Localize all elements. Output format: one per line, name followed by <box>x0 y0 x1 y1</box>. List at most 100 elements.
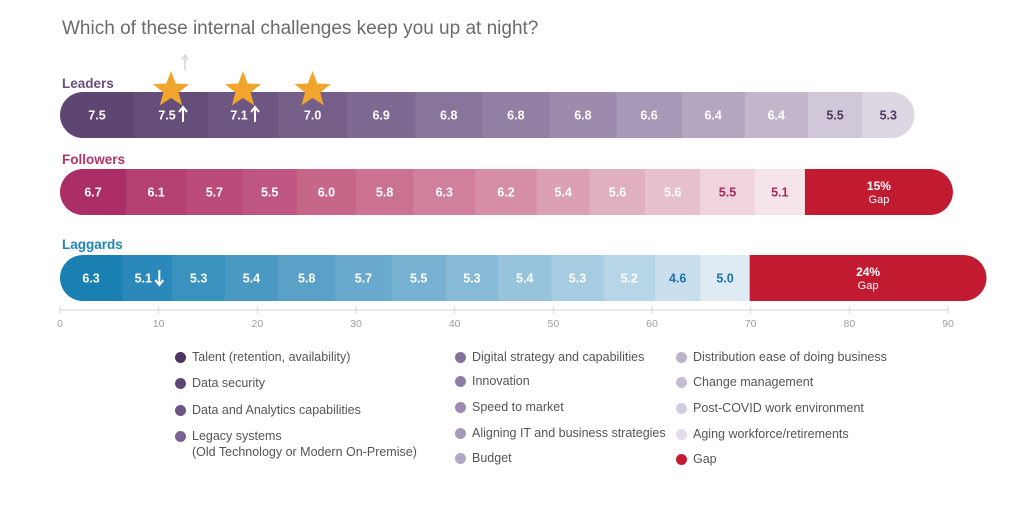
value-label-leaders-distribution-ease-of-doing-business: 6.4 <box>704 109 721 123</box>
value-label-leaders-innovation: 6.8 <box>440 109 457 123</box>
value-label-leaders-talent-retention-availability: 7.5 <box>88 109 105 123</box>
bar-segment-leaders-speed-to-market <box>482 92 550 138</box>
gap-sublabel-laggards: Gap <box>858 280 879 292</box>
value-label-leaders-aligning-it-and-business-strategies: 6.8 <box>574 109 591 123</box>
bar-segment-leaders-aging-workforce-retirements <box>862 92 915 138</box>
bar-segment-laggards-change-management <box>603 255 656 301</box>
bar-segment-followers-talent-retention-availability <box>60 169 127 215</box>
x-tick-label: 60 <box>646 318 658 330</box>
star-icon-3 <box>294 71 331 106</box>
bar-segment-laggards-distribution-ease-of-doing-business <box>551 255 605 301</box>
value-label-followers-talent-retention-availability: 6.7 <box>84 186 101 200</box>
arrow-up-icon-leaders <box>178 105 188 122</box>
bar-segment-laggards-innovation <box>335 255 393 301</box>
value-label-laggards-gap: 24% <box>856 265 880 279</box>
series-followers: Followers 6.7 6.1 5.7 5.5 6.0 5.8 6.3 6.2 5.4 5.6 5… <box>60 152 953 215</box>
series-label-followers: Followers <box>62 152 125 167</box>
chart-title: Which of these internal challenges keep … <box>62 18 539 39</box>
bar-segment-followers-gap <box>804 169 953 215</box>
gap-sublabel-followers: Gap <box>869 194 890 206</box>
bar-segment-followers-data-security <box>126 169 187 215</box>
series-laggards: Laggards 6.3 5.1 5.3 5.4 5.8 5.7 5.5 5.3 5.4 5.3 5.… <box>60 237 987 301</box>
bar-segment-leaders-post-covid-work-environment <box>807 92 863 138</box>
value-label-followers-aging-workforce-retirements: 5.1 <box>771 186 788 200</box>
star-icon-1 <box>152 71 190 106</box>
value-label-laggards-data-and-analytics-capabilities: 5.3 <box>190 272 207 286</box>
x-tick-label: 50 <box>547 318 559 330</box>
bar-segment-followers-digital-strategy-and-capabilities <box>296 169 357 215</box>
bar-segment-laggards-legacy-systems <box>224 255 279 301</box>
value-label-laggards-legacy-systems: 5.4 <box>243 272 260 286</box>
bar-segment-followers-legacy-systems <box>242 169 298 215</box>
value-label-followers-data-and-analytics-capabilities: 5.7 <box>206 186 223 200</box>
value-label-followers-speed-to-market: 6.3 <box>436 186 453 200</box>
bar-segment-laggards-digital-strategy-and-capabilities <box>278 255 336 301</box>
x-tick-label: 90 <box>942 318 954 330</box>
bar-segment-followers-aligning-it-and-business-strategies <box>475 169 538 215</box>
value-label-laggards-digital-strategy-and-capabilities: 5.8 <box>298 272 315 286</box>
value-label-followers-legacy-systems: 5.5 <box>261 186 278 200</box>
value-label-laggards-aligning-it-and-business-strategies: 5.3 <box>463 272 480 286</box>
value-label-followers-post-covid-work-environment: 5.5 <box>719 186 736 200</box>
bar-segment-laggards-budget <box>498 255 552 301</box>
value-label-leaders-speed-to-market: 6.8 <box>507 109 524 123</box>
bar-segment-leaders-data-security <box>134 92 209 138</box>
bar-segment-followers-innovation <box>356 169 414 215</box>
x-tick-label: 80 <box>843 318 855 330</box>
bar-segment-followers-change-management <box>645 169 701 215</box>
bar-segment-leaders-distribution-ease-of-doing-business <box>681 92 746 138</box>
value-label-leaders-digital-strategy-and-capabilities: 6.9 <box>372 109 389 123</box>
value-label-laggards-budget: 5.4 <box>516 272 533 286</box>
bar-segment-laggards-gap <box>749 255 987 301</box>
bar-segment-laggards-speed-to-market <box>391 255 447 301</box>
bar-segment-leaders-digital-strategy-and-capabilities <box>347 92 416 138</box>
value-label-followers-budget: 5.4 <box>555 186 572 200</box>
series-label-laggards: Laggards <box>62 237 123 252</box>
star-icon-2 <box>225 71 262 106</box>
value-label-followers-distribution-ease-of-doing-business: 5.6 <box>609 186 626 200</box>
bar-segment-leaders-innovation <box>415 92 483 138</box>
faint-arrow-up-icon <box>181 53 189 70</box>
bar-segment-leaders-legacy-systems <box>278 92 348 138</box>
bar-segment-laggards-aging-workforce-retirements <box>700 255 751 301</box>
bar-segment-leaders-talent-retention-availability <box>60 92 135 138</box>
bar-segment-leaders-aligning-it-and-business-strategies <box>549 92 618 138</box>
value-label-followers-data-security: 6.1 <box>148 186 165 200</box>
bar-segment-leaders-budget <box>616 92 683 138</box>
x-axis: 0 10 20 30 40 50 60 70 80 90 <box>57 306 954 330</box>
value-label-followers-digital-strategy-and-capabilities: 6.0 <box>318 186 335 200</box>
value-label-leaders-post-covid-work-environment: 5.5 <box>826 109 843 123</box>
bar-segment-followers-data-and-analytics-capabilities <box>186 169 244 215</box>
bar-segment-laggards-post-covid-work-environment <box>654 255 701 301</box>
value-label-laggards-aging-workforce-retirements: 5.0 <box>716 272 733 286</box>
value-label-laggards-distribution-ease-of-doing-business: 5.3 <box>569 272 586 286</box>
bar-segment-followers-speed-to-market <box>413 169 476 215</box>
value-label-leaders-data-security: 7.5 <box>158 109 175 123</box>
bar-segment-leaders-change-management <box>744 92 809 138</box>
value-label-laggards-data-security: 5.1 <box>135 272 152 286</box>
value-label-laggards-post-covid-work-environment: 4.6 <box>669 272 686 286</box>
value-label-laggards-speed-to-market: 5.5 <box>410 272 427 286</box>
bar-segment-leaders-data-and-analytics-capabilities <box>208 92 279 138</box>
value-label-laggards-change-management: 5.2 <box>621 272 638 286</box>
bar-segment-followers-budget <box>536 169 591 215</box>
x-tick-label: 40 <box>449 318 461 330</box>
value-label-leaders-legacy-systems: 7.0 <box>304 109 321 123</box>
x-tick-label: 30 <box>350 318 362 330</box>
bar-segment-laggards-data-and-analytics-capabilities <box>172 255 226 301</box>
value-label-laggards-talent-retention-availability: 6.3 <box>82 272 99 286</box>
x-tick-label: 0 <box>57 318 63 330</box>
bar-segment-followers-post-covid-work-environment <box>700 169 756 215</box>
bar-segment-laggards-talent-retention-availability <box>60 255 123 301</box>
x-tick-label: 20 <box>251 318 263 330</box>
bar-segment-followers-distribution-ease-of-doing-business <box>589 169 646 215</box>
arrow-down-icon-laggards <box>154 270 165 287</box>
bar-segment-laggards-data-security <box>122 255 174 301</box>
value-label-leaders-data-and-analytics-capabilities: 7.1 <box>230 109 247 123</box>
value-label-followers-aligning-it-and-business-strategies: 6.2 <box>497 186 514 200</box>
value-label-laggards-innovation: 5.7 <box>355 272 372 286</box>
value-label-followers-innovation: 5.8 <box>376 186 393 200</box>
bar-segment-laggards-aligning-it-and-business-strategies <box>445 255 499 301</box>
value-label-leaders-budget: 6.6 <box>640 109 657 123</box>
